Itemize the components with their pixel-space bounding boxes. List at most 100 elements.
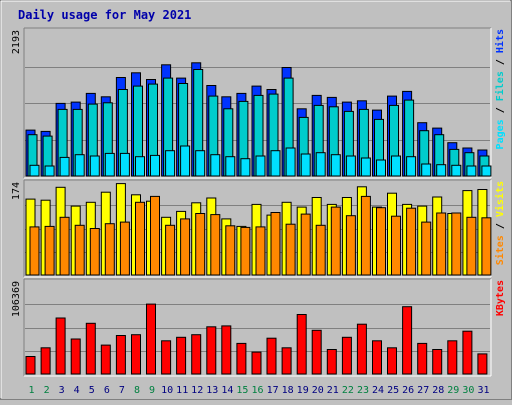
- bar-kbytes-day-16: [251, 351, 262, 375]
- bar-sites-day-10: [165, 224, 176, 276]
- bar-sites-day-11: [180, 218, 191, 276]
- x-tick-label-1: 1: [28, 385, 34, 396]
- bar-sites-day-29: [451, 212, 462, 276]
- bar-kbytes-day-31: [477, 353, 488, 375]
- bar-sites-day-6: [104, 223, 115, 276]
- bar-pages-day-2: [44, 165, 55, 177]
- bar-kbytes-day-10: [161, 340, 172, 375]
- bar-kbytes-day-20: [311, 329, 322, 375]
- chart-title: Daily usage for May 2021: [18, 8, 191, 22]
- bar-kbytes-day-8: [131, 334, 141, 375]
- bar-sites-day-7: [119, 221, 130, 276]
- bar-sites-day-2: [44, 225, 55, 276]
- bar-pages-day-14: [225, 156, 236, 177]
- bar-pages-day-16: [255, 155, 266, 177]
- bar-sites-day-22: [345, 215, 356, 276]
- legend-pages: Pages: [495, 119, 506, 149]
- bar-kbytes-day-4: [70, 338, 81, 375]
- x-tick-label-17: 17: [267, 385, 279, 396]
- bar-sites-day-3: [59, 216, 70, 276]
- panel-2-legend: Sites / Visits: [494, 181, 506, 265]
- x-tick-label-5: 5: [89, 385, 95, 396]
- x-tick-label-20: 20: [312, 385, 324, 396]
- bar-kbytes-day-6: [100, 344, 111, 375]
- x-tick-label-13: 13: [206, 385, 218, 396]
- panel-1-ymax-label: 2193: [11, 30, 22, 54]
- bar-sites-day-27: [421, 221, 432, 276]
- panel-2-ymax-label: 174: [11, 182, 22, 200]
- x-tick-label-12: 12: [191, 385, 203, 396]
- x-tick-label-6: 6: [104, 385, 110, 396]
- bar-pages-day-24: [376, 159, 386, 177]
- x-tick-label-18: 18: [282, 385, 294, 396]
- bar-kbytes-day-9: [146, 303, 156, 375]
- bar-pages-day-13: [210, 154, 221, 177]
- x-tick-label-4: 4: [74, 385, 80, 396]
- bar-sites-day-13: [210, 214, 221, 276]
- bar-pages-day-1: [29, 164, 40, 177]
- bar-pages-day-15: [240, 158, 251, 177]
- bar-pages-day-3: [59, 156, 70, 177]
- bar-kbytes-day-11: [176, 336, 187, 375]
- bar-pages-day-20: [315, 152, 326, 177]
- bar-kbytes-day-29: [447, 340, 458, 375]
- bar-pages-day-27: [421, 163, 432, 177]
- x-tick-label-14: 14: [221, 385, 233, 396]
- bar-kbytes-day-26: [402, 306, 413, 375]
- legend-files: Files: [494, 71, 506, 101]
- bar-sites-day-4: [74, 224, 85, 276]
- bar-kbytes-day-12: [191, 334, 202, 375]
- bar-sites-day-15: [240, 226, 251, 276]
- legend-separator: /: [495, 101, 506, 119]
- bar-pages-day-18: [285, 147, 296, 177]
- bar-pages-day-28: [436, 164, 447, 177]
- bar-pages-day-8: [135, 156, 145, 177]
- bar-sites-day-21: [330, 206, 341, 276]
- bar-pages-day-10: [165, 150, 176, 177]
- bar-pages-day-30: [466, 165, 477, 177]
- bar-kbytes-day-15: [236, 342, 247, 375]
- bar-pages-day-29: [451, 164, 462, 177]
- bar-pages-day-6: [104, 152, 115, 177]
- legend-separator: /: [495, 53, 506, 71]
- x-tick-label-3: 3: [59, 385, 65, 396]
- bar-pages-day-5: [89, 155, 100, 177]
- bar-pages-day-22: [345, 155, 356, 177]
- panel-3-legend: KBytes: [495, 280, 506, 316]
- bar-sites-day-20: [315, 224, 326, 276]
- bar-sites-day-28: [436, 212, 447, 276]
- bar-pages-day-9: [150, 154, 160, 177]
- x-tick-label-30: 30: [462, 385, 474, 396]
- bar-sites-day-25: [391, 215, 401, 276]
- bar-pages-day-21: [330, 154, 341, 177]
- bar-kbytes-day-25: [387, 347, 397, 375]
- legend-visits: Visits: [494, 181, 506, 217]
- bar-kbytes-day-23: [356, 323, 367, 375]
- bar-kbytes-day-27: [417, 342, 428, 375]
- x-tick-label-27: 27: [417, 385, 429, 396]
- bar-kbytes-day-21: [326, 349, 337, 375]
- bar-pages-day-19: [300, 153, 311, 177]
- x-tick-label-29: 29: [447, 385, 459, 396]
- x-tick-label-31: 31: [477, 385, 489, 396]
- bar-kbytes-day-18: [281, 347, 292, 375]
- bar-sites-day-9: [150, 195, 160, 276]
- bar-pages-day-23: [360, 157, 371, 177]
- x-tick-label-25: 25: [387, 385, 399, 396]
- panel-1-legend: Pages / Files / Hits: [494, 29, 506, 149]
- bar-pages-day-31: [481, 165, 492, 177]
- bar-pages-day-26: [406, 156, 417, 177]
- bar-pages-day-12: [195, 150, 206, 177]
- x-tick-label-19: 19: [297, 385, 309, 396]
- legend-sites: Sites: [494, 235, 506, 265]
- x-tick-label-10: 10: [161, 385, 173, 396]
- bar-kbytes-day-3: [55, 317, 66, 375]
- x-tick-label-16: 16: [251, 385, 263, 396]
- x-tick-label-11: 11: [176, 385, 188, 396]
- x-tick-label-9: 9: [149, 385, 155, 396]
- bar-pages-day-17: [270, 150, 281, 177]
- x-tick-label-21: 21: [327, 385, 339, 396]
- x-tick-label-28: 28: [432, 385, 444, 396]
